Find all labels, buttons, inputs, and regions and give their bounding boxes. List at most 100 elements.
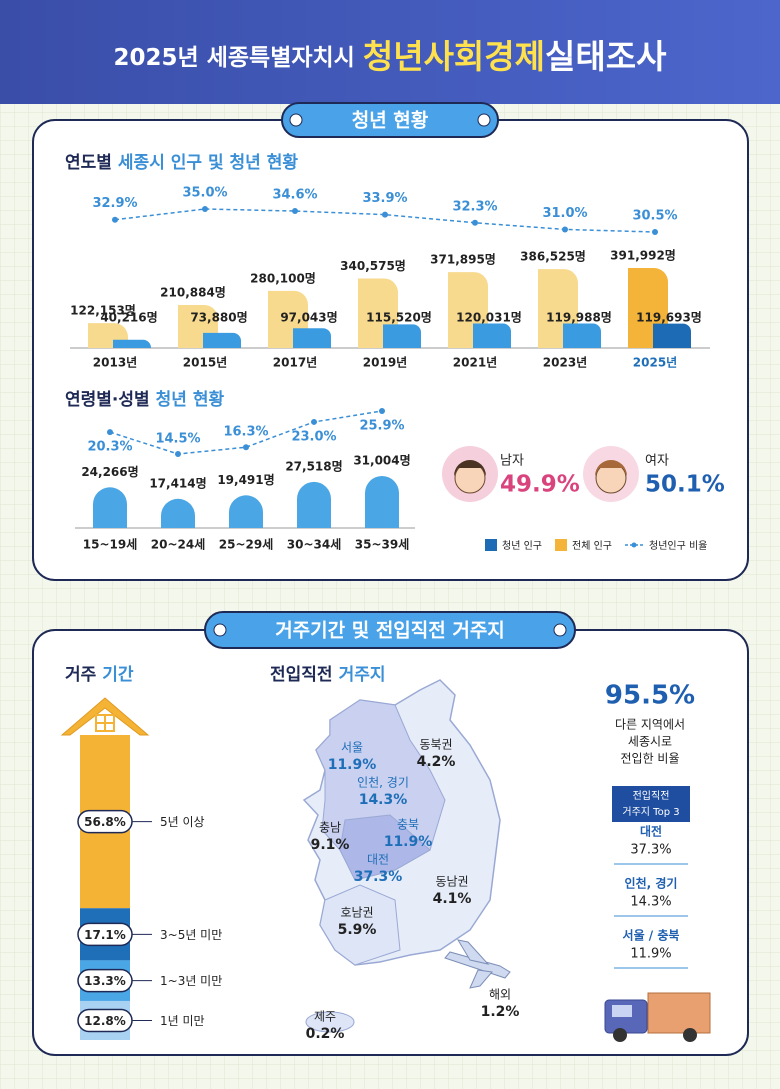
x-tick-label: 2023년 — [543, 356, 587, 370]
data-label: 12.8% — [84, 1014, 126, 1028]
x-tick-label: 2019년 — [363, 356, 407, 370]
truck-icon — [604, 992, 711, 1042]
region-value: 0.2% — [306, 1026, 345, 1042]
data-label: 210,884명 — [160, 285, 226, 299]
region-value: 1.2% — [481, 1004, 520, 1020]
category-label: 3~5년 미만 — [160, 928, 222, 942]
data-label: 280,100명 — [250, 271, 316, 285]
region-name: 동북권 — [419, 738, 452, 752]
data-label: 56.8% — [84, 815, 126, 829]
region-name: 충남 — [319, 821, 341, 835]
bar — [473, 323, 511, 348]
region-name: 호남권 — [340, 906, 373, 920]
header-title: 2025년 세종특별자치시 청년사회경제실태조사 — [114, 37, 668, 76]
x-tick-label: 20~24세 — [151, 537, 206, 552]
region-value: 11.9% — [384, 834, 433, 850]
gender-value: 50.1% — [645, 472, 725, 498]
header-lead: 2025년 세종특별자치시 — [114, 45, 355, 71]
x-tick-label: 30~34세 — [287, 537, 342, 552]
line-dot — [175, 451, 181, 457]
category-label: 1년 미만 — [160, 1014, 205, 1028]
title-rest: 거주지 — [339, 665, 386, 685]
house-roof — [60, 697, 150, 736]
badge — [281, 102, 499, 138]
badge-dot — [289, 113, 303, 127]
data-label: 119,988명 — [546, 311, 612, 325]
section-title: 전입직전 거주지 — [270, 665, 385, 685]
data-label: 371,895명 — [430, 253, 496, 267]
region-name: 인천, 경기 — [357, 775, 409, 790]
title-rest: 기간 — [102, 665, 134, 685]
data-label: 40,216명 — [100, 311, 157, 325]
region-name: 제주 — [314, 1010, 336, 1024]
summary-line: 전입한 비율 — [620, 752, 679, 766]
badge-dot — [553, 623, 567, 637]
badge-text: 거주기간 및 전입직전 거주지 — [275, 620, 505, 642]
header-suffix: 실태조사 — [545, 37, 667, 76]
region-value: 5.9% — [338, 922, 377, 938]
plane-icon — [444, 939, 511, 989]
top3-box — [612, 786, 690, 822]
data-label: 120,031명 — [456, 311, 522, 325]
chart-title: 거주 기간 — [65, 665, 134, 685]
x-tick-label: 2017년 — [273, 356, 317, 370]
legend-label: 전체 인구 — [572, 540, 612, 552]
header-highlight: 청년사회경제 — [363, 37, 545, 76]
region-value: 11.9% — [328, 757, 377, 773]
region-name: 서울 — [341, 741, 363, 755]
data-label: 14.5% — [155, 432, 200, 447]
line-dot — [472, 219, 478, 226]
top3-name: 서울 / 충북 — [623, 928, 680, 943]
data-label: 32.3% — [452, 199, 497, 214]
bar — [113, 339, 151, 348]
title-lead: 전입직전 — [270, 665, 333, 685]
data-label: 32.9% — [92, 196, 137, 211]
top3-value: 37.3% — [630, 843, 671, 858]
line-dot — [243, 444, 249, 451]
x-tick-label: 2013년 — [93, 356, 137, 370]
x-tick-label: 35~39세 — [355, 537, 410, 552]
data-label: 115,520명 — [366, 311, 432, 325]
data-label: 97,043명 — [280, 311, 337, 325]
summary-line: 다른 지역에서 — [615, 718, 685, 732]
x-tick-label: 2015년 — [183, 356, 227, 370]
top3-box-text: 전입직전 — [633, 789, 670, 802]
region-value: 37.3% — [354, 869, 403, 885]
title-rest: 청년 현황 — [156, 389, 225, 410]
legend-label: 청년 인구 — [502, 540, 542, 552]
summary-line: 세종시로 — [628, 735, 672, 749]
bar — [653, 323, 691, 348]
map-island — [305, 1011, 355, 1033]
region-value: 9.1% — [311, 837, 350, 853]
line-dot — [202, 206, 208, 212]
legend-swatch — [631, 542, 637, 548]
top3-value: 11.9% — [630, 947, 671, 962]
chart-title: 연령별·성별 청년 현황 — [65, 389, 225, 410]
chart-title: 연도별 세종시 인구 및 청년 현황 — [65, 152, 298, 173]
data-label: 24,266명 — [81, 465, 138, 479]
data-label: 16.3% — [223, 425, 268, 440]
data-label: 34.6% — [272, 188, 317, 203]
data-label: 20.3% — [87, 440, 132, 455]
data-label: 13.3% — [84, 974, 126, 988]
gender-label: 남자 — [500, 454, 524, 469]
title-lead: 연령별·성별 — [65, 389, 150, 410]
badge-dot — [477, 113, 491, 127]
top3-name: 대전 — [640, 824, 662, 839]
region-name: 동남권 — [435, 875, 468, 889]
summary-value: 95.5% — [605, 681, 695, 711]
region-value: 4.2% — [417, 754, 456, 770]
line-dot — [107, 429, 113, 436]
data-label: 391,992명 — [610, 249, 676, 263]
badge-dot — [213, 623, 227, 637]
data-label: 33.9% — [362, 191, 407, 206]
top3-box-text: 거주지 Top 3 — [622, 806, 679, 818]
badge-text: 청년 현황 — [352, 109, 429, 132]
bar — [229, 495, 263, 528]
bar — [293, 328, 331, 348]
bar — [383, 324, 421, 348]
data-label: 35.0% — [182, 186, 227, 201]
